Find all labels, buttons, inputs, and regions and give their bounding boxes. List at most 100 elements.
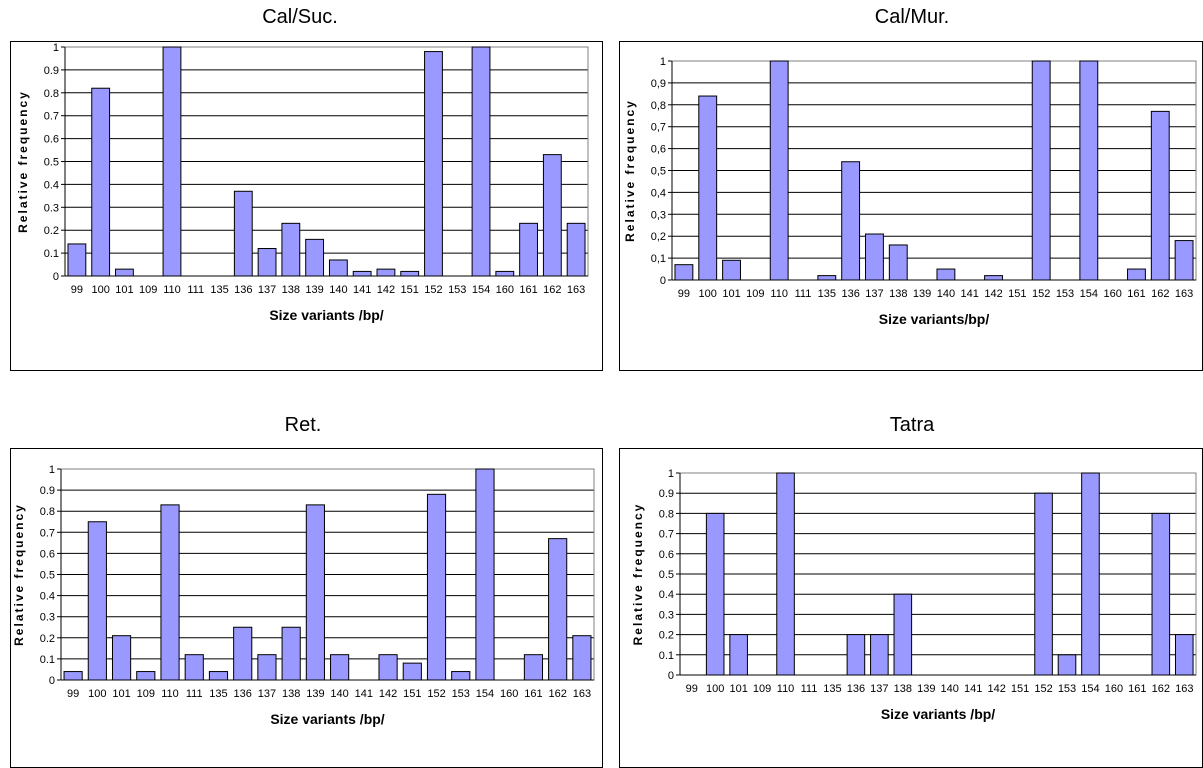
bar bbox=[495, 270, 515, 277]
bar bbox=[376, 268, 396, 277]
x-tick-label: 152 bbox=[427, 688, 445, 700]
x-tick-label: 139 bbox=[306, 688, 324, 700]
x-tick-label: 110 bbox=[770, 288, 788, 300]
x-tick-label: 152 bbox=[1032, 288, 1050, 300]
y-tick-label: 0 bbox=[668, 670, 674, 682]
x-tick-label: 138 bbox=[894, 683, 912, 695]
bar bbox=[542, 154, 562, 277]
x-tick-label: 163 bbox=[573, 688, 591, 700]
x-tick-label: 154 bbox=[1081, 683, 1099, 695]
x-tick-label: 154 bbox=[472, 284, 490, 296]
bar bbox=[424, 51, 443, 277]
x-tick-label: 162 bbox=[543, 284, 561, 296]
x-tick-label: 163 bbox=[1175, 683, 1193, 695]
bar bbox=[426, 493, 447, 681]
x-tick-label: 140 bbox=[937, 288, 955, 300]
y-tick-label: 0.3 bbox=[40, 612, 55, 624]
x-tick-label: 152 bbox=[424, 284, 442, 296]
x-tick-label: 136 bbox=[234, 688, 252, 700]
bar bbox=[475, 468, 495, 681]
x-tick-label: 154 bbox=[1080, 288, 1098, 300]
y-tick-label: 1 bbox=[660, 56, 666, 68]
x-tick-label: 141 bbox=[964, 683, 982, 695]
y-tick-label: 0.7 bbox=[40, 527, 55, 539]
x-tick-label: 162 bbox=[1151, 288, 1169, 300]
bar bbox=[841, 161, 861, 281]
y-tick-label: 0.7 bbox=[44, 111, 59, 123]
bar bbox=[208, 671, 229, 681]
bar bbox=[1034, 492, 1053, 676]
x-tick-label: 136 bbox=[234, 284, 252, 296]
bar bbox=[257, 248, 277, 277]
x-tick-label: 142 bbox=[379, 688, 397, 700]
x-tick-label: 140 bbox=[941, 683, 959, 695]
bar bbox=[281, 222, 301, 277]
bar bbox=[870, 634, 889, 676]
x-tick-label: 139 bbox=[913, 288, 931, 300]
bar bbox=[566, 222, 586, 277]
bar bbox=[87, 521, 107, 681]
y-tick-label: 0.4 bbox=[40, 591, 55, 603]
x-tick-label: 141 bbox=[961, 288, 979, 300]
y-tick-label: 0.1 bbox=[44, 248, 59, 260]
y-axis-label: Relative frequency bbox=[631, 503, 645, 646]
x-axis-label: Size variants/bp/ bbox=[879, 311, 990, 327]
x-tick-label: 100 bbox=[91, 284, 109, 296]
bar bbox=[67, 243, 87, 277]
y-tick-label: 0.1 bbox=[659, 650, 674, 662]
x-tick-label: 161 bbox=[1128, 683, 1146, 695]
bar bbox=[257, 654, 277, 681]
y-tick-label: 0 bbox=[53, 271, 59, 283]
x-tick-label: 161 bbox=[1127, 288, 1145, 300]
x-tick-label: 99 bbox=[71, 284, 83, 296]
bar bbox=[572, 635, 592, 681]
x-tick-label: 163 bbox=[567, 284, 585, 296]
bar bbox=[523, 654, 544, 681]
x-tick-label: 135 bbox=[210, 284, 228, 296]
y-tick-label: 0 bbox=[660, 275, 666, 287]
x-tick-label: 138 bbox=[282, 284, 300, 296]
x-tick-label: 161 bbox=[524, 688, 542, 700]
bar bbox=[1174, 634, 1194, 676]
y-tick-label: 0.4 bbox=[44, 179, 59, 191]
y-tick-label: 0.8 bbox=[40, 506, 55, 518]
x-tick-label: 135 bbox=[818, 288, 836, 300]
bar bbox=[91, 87, 111, 277]
chart-title: Cal/Mur. bbox=[874, 6, 950, 28]
x-axis-label: Size variants /bp/ bbox=[881, 706, 995, 722]
y-tick-label: 0,4 bbox=[651, 187, 666, 199]
bar bbox=[1151, 512, 1171, 676]
bar bbox=[984, 275, 1003, 281]
x-tick-label: 160 bbox=[500, 688, 518, 700]
y-tick-label: 0,1 bbox=[651, 253, 666, 265]
x-tick-label: 100 bbox=[699, 288, 717, 300]
y-axis-label: Relative frequency bbox=[16, 90, 30, 233]
bar bbox=[305, 238, 325, 277]
bar bbox=[1150, 110, 1170, 281]
x-tick-label: 151 bbox=[403, 688, 421, 700]
bar bbox=[281, 626, 301, 681]
chart-title: Tatra bbox=[889, 414, 935, 436]
y-tick-label: 0.9 bbox=[44, 65, 59, 77]
bar bbox=[160, 504, 180, 681]
bar bbox=[1127, 268, 1146, 281]
bar bbox=[1057, 654, 1077, 676]
x-tick-label: 136 bbox=[841, 288, 859, 300]
x-tick-label: 101 bbox=[115, 284, 133, 296]
chart-title: Cal/Suc. bbox=[262, 6, 338, 28]
bar bbox=[519, 222, 538, 277]
bar bbox=[233, 190, 253, 277]
x-tick-label: 160 bbox=[496, 284, 514, 296]
y-tick-label: 0,7 bbox=[651, 122, 666, 134]
bar bbox=[471, 46, 491, 277]
bar bbox=[936, 268, 956, 281]
bar bbox=[1081, 472, 1100, 676]
x-tick-label: 141 bbox=[353, 284, 371, 296]
y-tick-label: 0.8 bbox=[44, 88, 59, 100]
x-tick-label: 152 bbox=[1034, 683, 1052, 695]
y-axis-label: Relative frequency bbox=[12, 503, 26, 646]
